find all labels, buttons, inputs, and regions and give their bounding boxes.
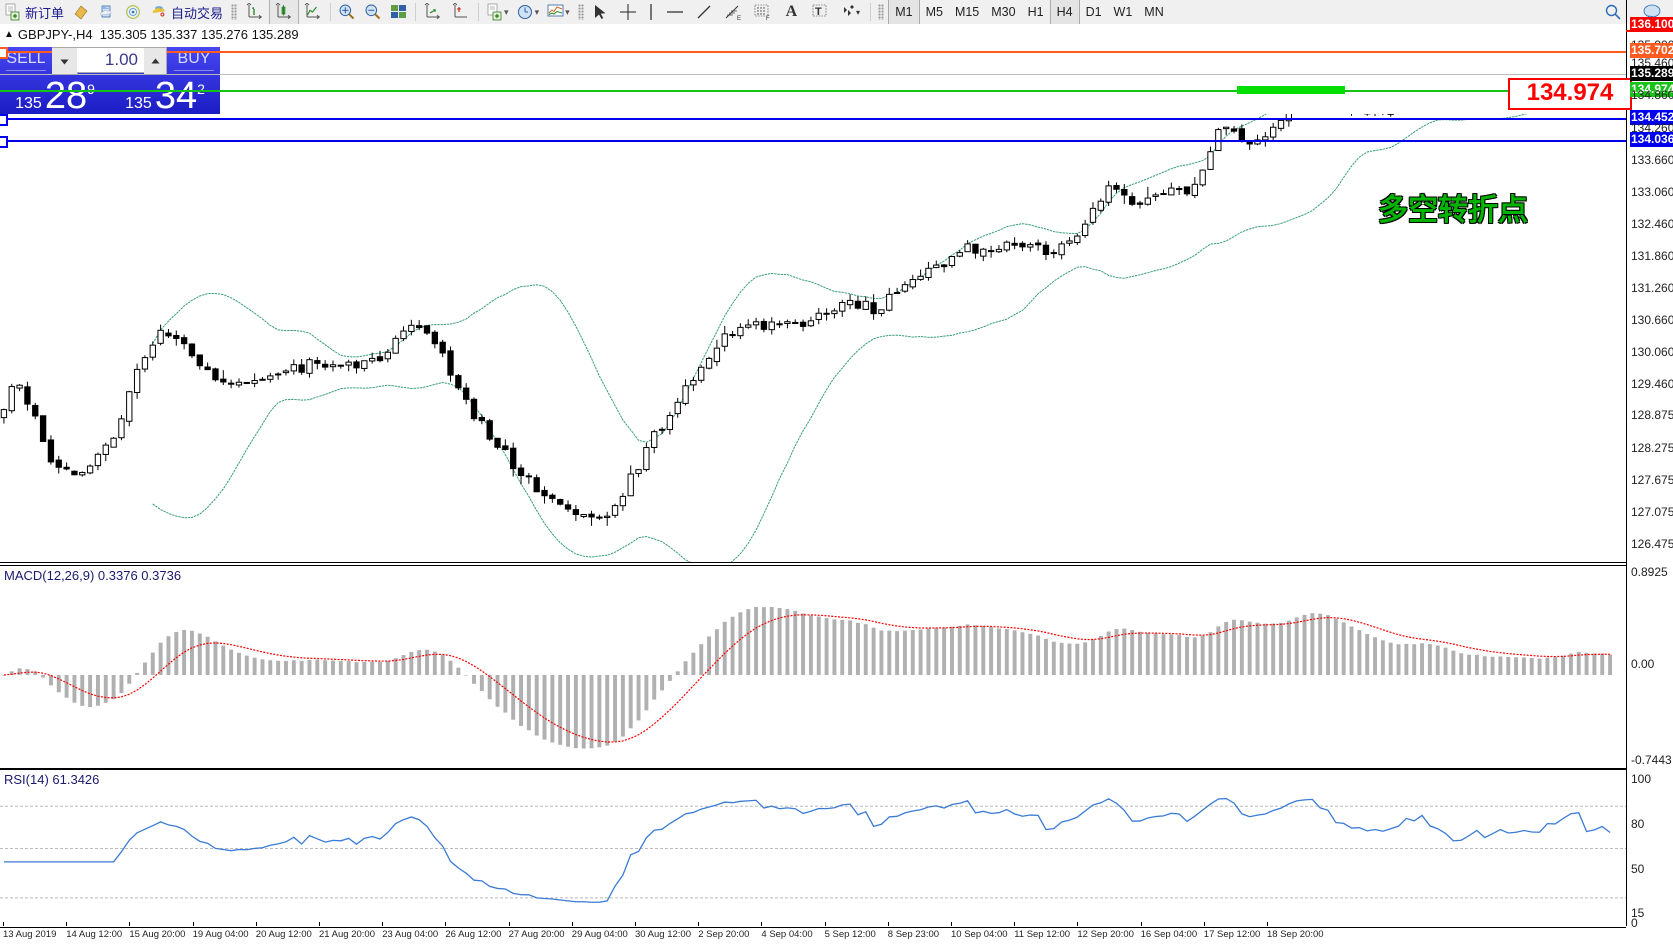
- svg-text:F: F: [766, 16, 770, 20]
- svg-text:E: E: [737, 16, 741, 20]
- svg-text:T: T: [815, 6, 822, 18]
- svg-text:▾: ▾: [856, 8, 860, 17]
